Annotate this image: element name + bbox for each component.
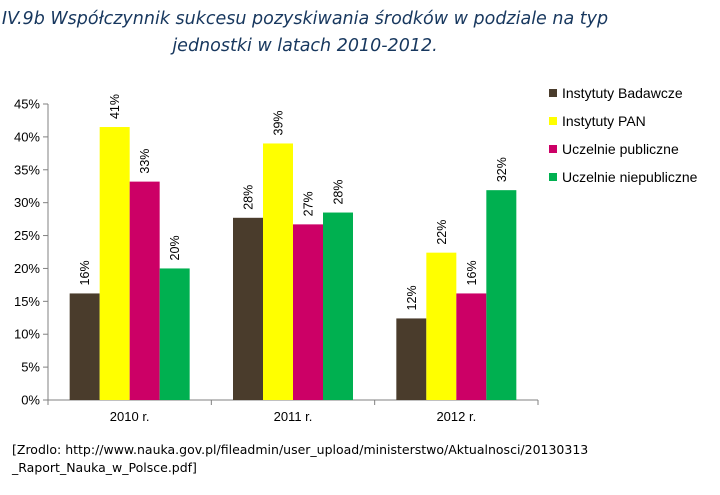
bar xyxy=(396,318,427,400)
x-tick-label: 2011 r. xyxy=(274,409,313,424)
y-tick-label: 15% xyxy=(14,294,40,309)
y-tick-label: 30% xyxy=(14,195,40,210)
legend-label: Uczelnie niepubliczne xyxy=(562,169,698,185)
data-label: 16% xyxy=(465,260,479,285)
y-tick-label: 5% xyxy=(21,360,40,375)
y-tick-label: 10% xyxy=(14,327,40,342)
data-label: 27% xyxy=(302,191,316,216)
legend-label: Instytuty Badawcze xyxy=(562,85,683,101)
y-tick-label: 40% xyxy=(14,129,40,144)
bar xyxy=(323,212,353,400)
y-tick-label: 35% xyxy=(14,162,40,177)
bar xyxy=(159,268,190,400)
bar xyxy=(233,217,263,400)
y-tick-label: 45% xyxy=(14,97,40,112)
data-label: 28% xyxy=(242,185,256,210)
source-note: [Zrodlo: http://www.nauka.gov.pl/fileadm… xyxy=(12,441,588,477)
legend-label: Uczelnie publiczne xyxy=(562,141,679,157)
y-tick-label: 0% xyxy=(21,393,40,408)
bar xyxy=(69,293,100,400)
data-label: 33% xyxy=(138,149,152,174)
data-label: 12% xyxy=(405,285,419,310)
legend-swatch xyxy=(549,89,557,97)
data-label: 41% xyxy=(108,94,122,119)
legend-swatch xyxy=(549,117,557,125)
data-label: 32% xyxy=(495,157,509,182)
data-label: 16% xyxy=(78,260,92,285)
data-label: 39% xyxy=(272,110,286,135)
bar xyxy=(456,293,487,400)
source-line-2: _Raport_Nauka_w_Polsce.pdf] xyxy=(12,460,197,475)
x-tick-label: 2010 r. xyxy=(110,409,150,424)
chart-title-line-1: IV.9b Współczynnik sukcesu pozyskiwania … xyxy=(1,9,609,29)
legend-swatch xyxy=(549,173,557,181)
chart-title-line-2: jednostki w latach 2010-2012. xyxy=(172,36,438,56)
y-tick-label: 20% xyxy=(14,261,40,276)
bar xyxy=(486,190,517,400)
bar xyxy=(99,127,130,401)
data-label: 20% xyxy=(168,235,182,260)
y-tick-label: 25% xyxy=(14,228,40,243)
data-label: 22% xyxy=(435,220,449,245)
bar xyxy=(426,252,457,400)
data-label: 28% xyxy=(332,180,346,205)
x-tick-label: 2012 r. xyxy=(436,409,476,424)
legend-label: Instytuty PAN xyxy=(562,113,646,129)
bar-chart: 0% 5% 10% 15% 20% 25% 30% 35% 40% 45% 2010 r. 16% 41… xyxy=(14,85,698,424)
bar xyxy=(263,143,293,400)
source-line-1: [Zrodlo: http://www.nauka.gov.pl/fileadm… xyxy=(12,442,589,457)
chart-title: IV.9b Współczynnik sukcesu pozyskiwania … xyxy=(0,6,610,60)
bar xyxy=(129,181,160,400)
bar xyxy=(293,224,323,400)
legend-swatch xyxy=(549,145,557,153)
